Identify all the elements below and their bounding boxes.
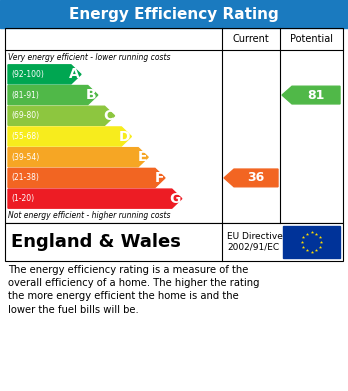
- Text: (39-54): (39-54): [11, 153, 39, 162]
- Text: 36: 36: [247, 171, 264, 185]
- Text: (92-100): (92-100): [11, 70, 44, 79]
- Polygon shape: [224, 169, 278, 187]
- Polygon shape: [282, 86, 340, 104]
- Text: D: D: [119, 129, 130, 143]
- Bar: [283, 226, 340, 258]
- Text: (81-91): (81-91): [11, 91, 39, 100]
- Polygon shape: [8, 86, 98, 105]
- Text: Not energy efficient - higher running costs: Not energy efficient - higher running co…: [8, 212, 171, 221]
- Bar: [5, 223, 343, 261]
- Text: F: F: [155, 171, 164, 185]
- Text: EU Directive
2002/91/EC: EU Directive 2002/91/EC: [227, 232, 283, 252]
- Polygon shape: [8, 169, 165, 188]
- Text: Energy Efficiency Rating: Energy Efficiency Rating: [69, 7, 279, 22]
- Polygon shape: [8, 148, 148, 167]
- Text: (21-38): (21-38): [11, 174, 39, 183]
- Bar: [0, 0, 348, 28]
- Text: (69-80): (69-80): [11, 111, 39, 120]
- Text: G: G: [169, 192, 181, 206]
- Text: The energy efficiency rating is a measure of the
overall efficiency of a home. T: The energy efficiency rating is a measur…: [8, 265, 260, 315]
- Bar: [5, 28, 343, 223]
- Text: Very energy efficient - lower running costs: Very energy efficient - lower running co…: [8, 52, 171, 61]
- Text: England & Wales: England & Wales: [11, 233, 181, 251]
- Polygon shape: [8, 189, 182, 208]
- Text: A: A: [69, 67, 80, 81]
- Polygon shape: [8, 106, 114, 126]
- Text: C: C: [103, 109, 113, 123]
- Text: B: B: [86, 88, 97, 102]
- Text: (55-68): (55-68): [11, 132, 39, 141]
- Text: Potential: Potential: [290, 34, 333, 44]
- Polygon shape: [8, 127, 132, 146]
- Text: Current: Current: [232, 34, 269, 44]
- Text: 81: 81: [307, 89, 325, 102]
- Text: (1-20): (1-20): [11, 194, 34, 203]
- Text: E: E: [138, 150, 147, 164]
- Polygon shape: [8, 65, 81, 84]
